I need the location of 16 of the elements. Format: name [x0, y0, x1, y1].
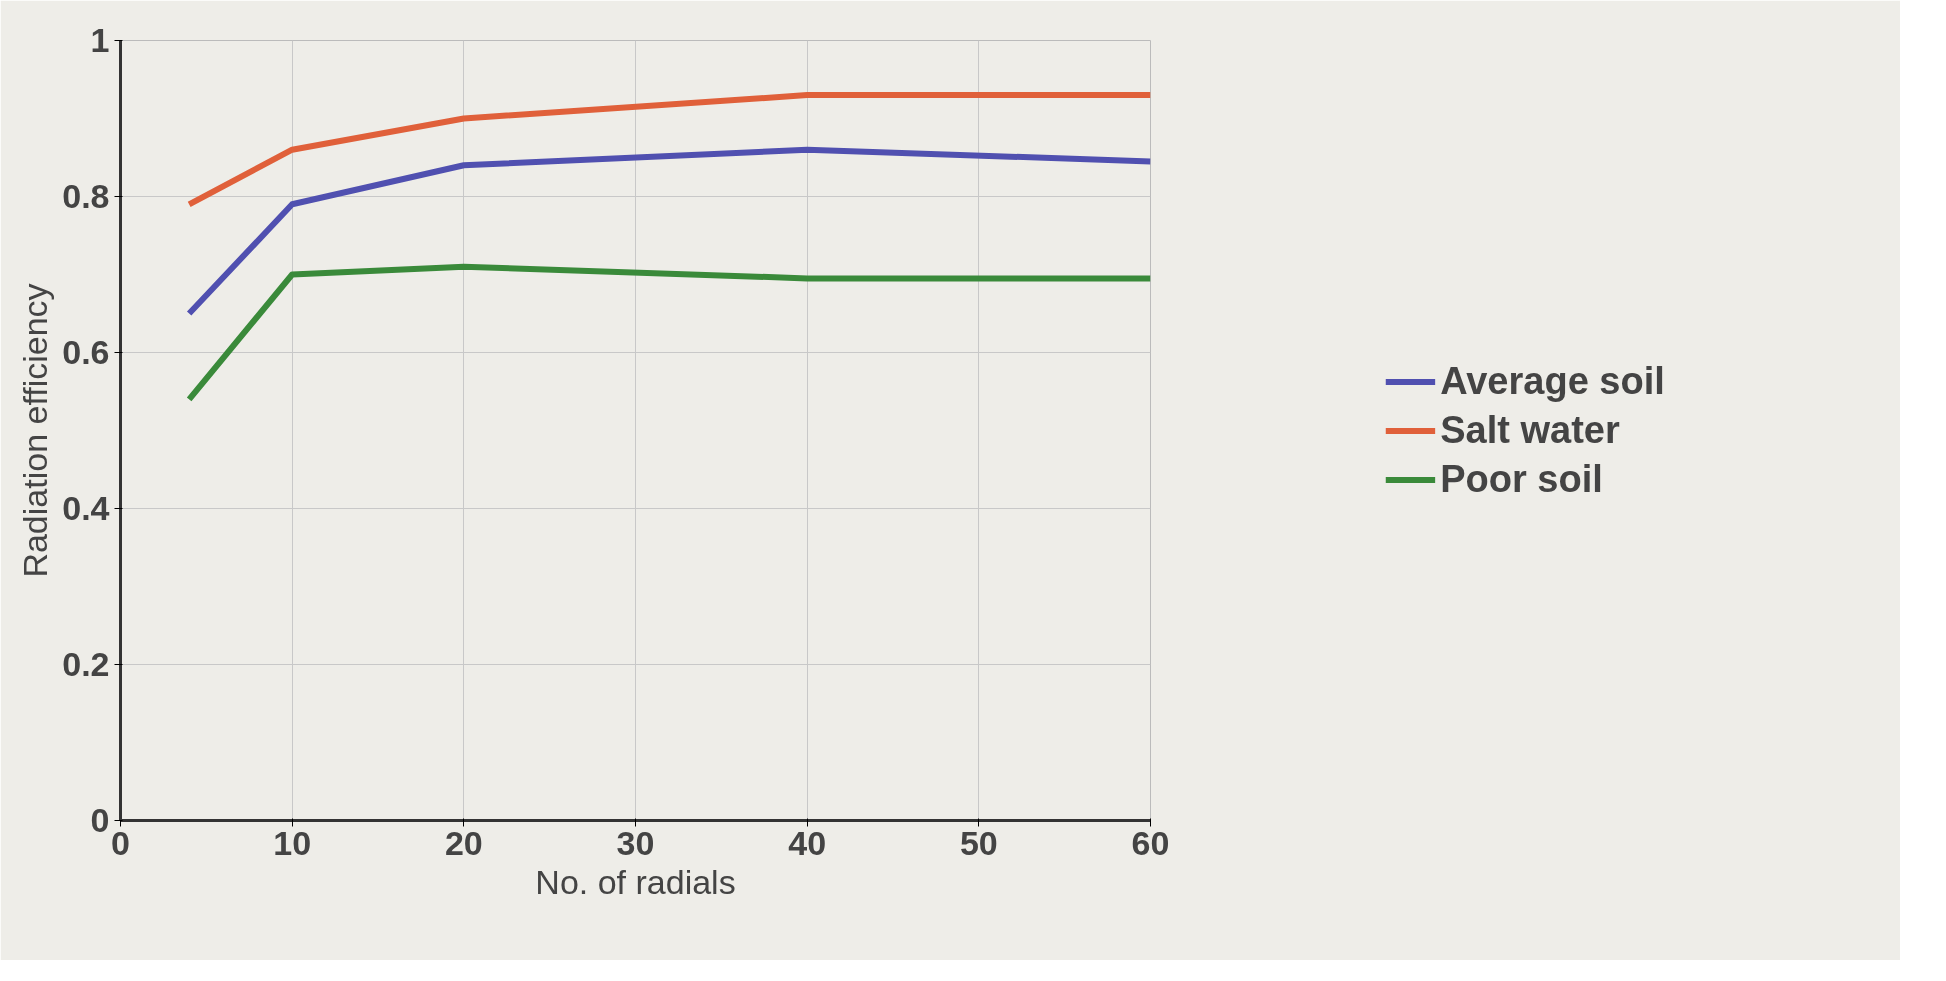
x-tick-label: 60 [1131, 823, 1170, 862]
x-tick-label: 50 [959, 823, 998, 862]
x-tick-label: 20 [444, 823, 483, 862]
legend-label: Average soil [1440, 359, 1665, 403]
legend-label: Salt water [1440, 408, 1620, 452]
x-tick-label: 40 [788, 823, 827, 862]
y-axis-title: Radiation efficiency [16, 283, 55, 578]
y-tick-label: 1 [90, 21, 110, 59]
x-tick-label: 10 [273, 823, 312, 862]
legend-label: Poor soil [1440, 457, 1603, 501]
y-tick-label: 0.2 [62, 645, 110, 683]
x-tick-label: 30 [616, 823, 655, 862]
y-tick-label: 0.6 [62, 333, 110, 371]
x-axis-title: No. of radials [535, 862, 736, 901]
y-tick-label: 0.4 [62, 489, 110, 527]
y-tick-label: 0.8 [62, 177, 110, 215]
